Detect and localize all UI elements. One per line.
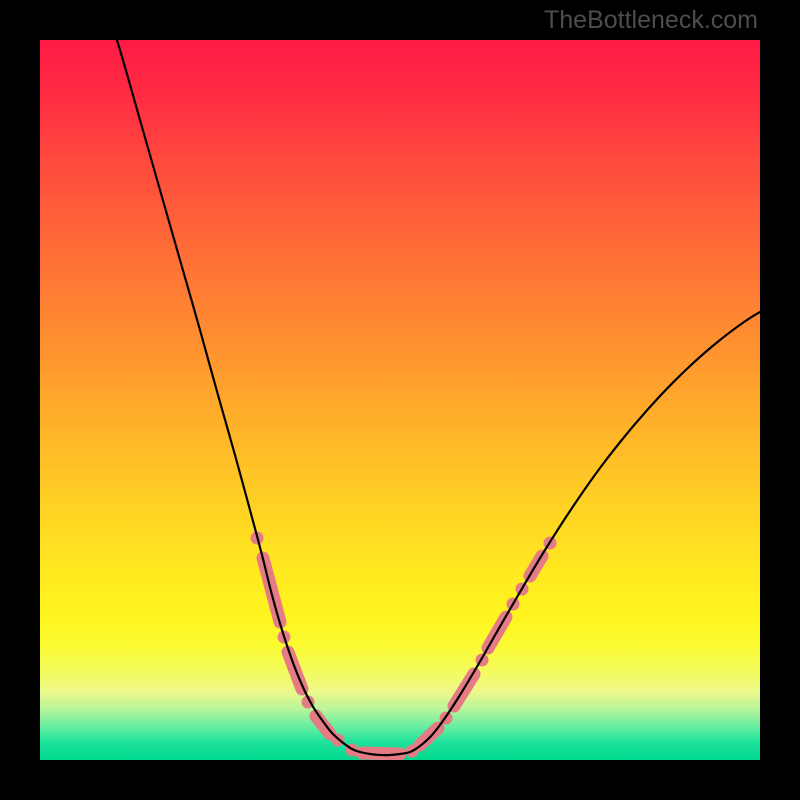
watermark-text: TheBottleneck.com [544, 6, 758, 35]
outer-frame [40, 40, 760, 760]
chart-svg [40, 40, 760, 760]
plot-area [40, 40, 760, 760]
